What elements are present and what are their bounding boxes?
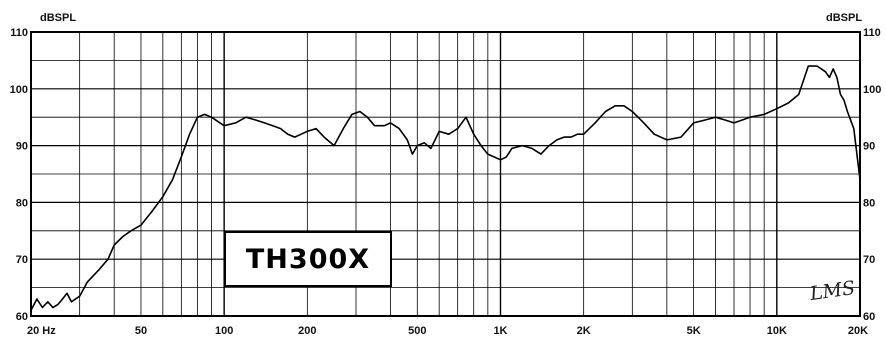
model-label: TH300X xyxy=(245,243,371,275)
minor-gridlines xyxy=(30,32,861,316)
tick-labels: 20 Hz 50 100 200 500 1K 2K 5K 10K 20K 60 60 70 70 80 80… xyxy=(10,27,882,337)
x-tick-label: 1K xyxy=(493,325,507,337)
y-tick-label-left: 70 xyxy=(16,254,28,266)
x-tick-label: 20K xyxy=(848,325,868,337)
y-tick-label-right: 90 xyxy=(863,141,875,153)
y-tick-label-right: 60 xyxy=(863,311,875,323)
x-tick-label: 100 xyxy=(215,325,233,337)
y-tick-label-left: 90 xyxy=(16,141,28,153)
y-tick-label-right: 70 xyxy=(863,254,875,266)
y-unit-right: dBSPL xyxy=(826,12,862,24)
y-tick-label-right: 80 xyxy=(863,197,875,209)
x-tick-label: 200 xyxy=(298,325,316,337)
x-tick-label: 50 xyxy=(135,325,147,337)
model-label-box: TH300X xyxy=(224,231,392,287)
x-tick-label: 2K xyxy=(577,325,591,337)
response-curve xyxy=(30,65,861,311)
x-tick-label: 500 xyxy=(408,325,426,337)
y-tick-label-left: 100 xyxy=(10,84,28,96)
x-tick-label: 20 Hz xyxy=(27,325,56,337)
y-unit-left: dBSPL xyxy=(40,12,76,24)
y-tick-label-left: 110 xyxy=(10,27,28,39)
y-tick-label-right: 110 xyxy=(863,27,881,39)
y-tick-label-left: 60 xyxy=(16,311,28,323)
y-tick-label-left: 80 xyxy=(16,197,28,209)
y-tick-label-right: 100 xyxy=(863,84,881,96)
x-tick-label: 5K xyxy=(687,325,701,337)
x-tick-label: 10K xyxy=(767,325,787,337)
